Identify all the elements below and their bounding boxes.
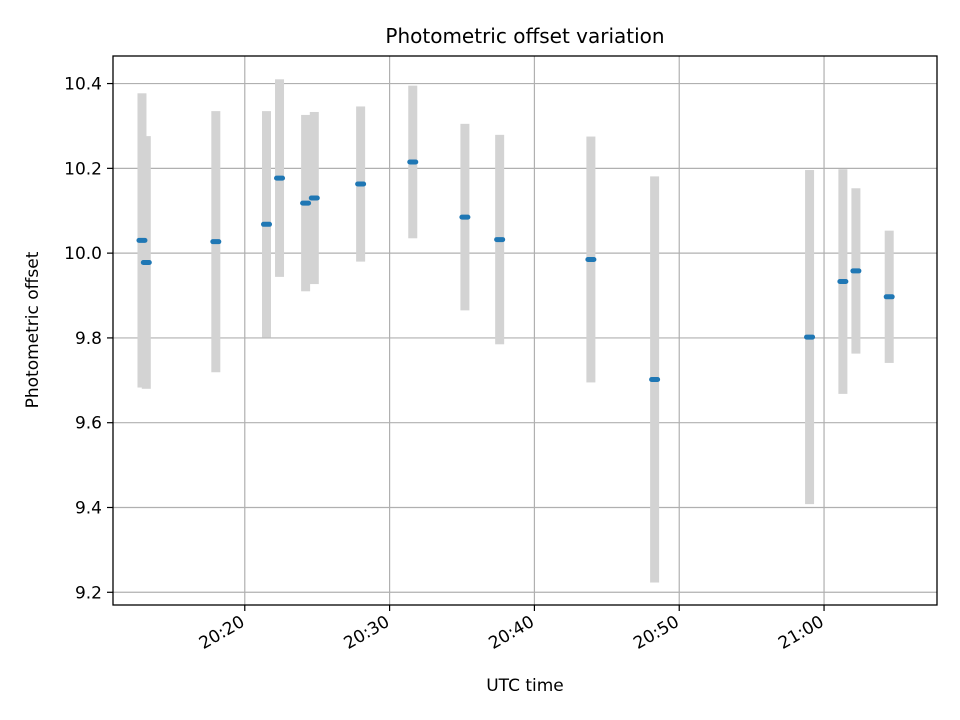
plot-frame bbox=[112, 55, 938, 606]
data-point bbox=[837, 279, 849, 285]
data-point bbox=[585, 256, 597, 262]
data-point bbox=[459, 214, 471, 220]
y-tick-label: 9.2 bbox=[75, 583, 102, 603]
chart-title: Photometric offset variation bbox=[385, 24, 664, 48]
data-point bbox=[804, 334, 816, 340]
y-tick-label: 9.4 bbox=[75, 498, 102, 518]
data-points bbox=[136, 159, 895, 382]
data-point bbox=[300, 200, 312, 206]
grid bbox=[113, 56, 937, 605]
data-point bbox=[261, 221, 273, 227]
data-point bbox=[883, 294, 895, 300]
y-tick-label: 9.6 bbox=[75, 414, 102, 434]
data-point bbox=[407, 159, 419, 165]
y-tick-label: 10.2 bbox=[64, 159, 102, 179]
data-point bbox=[649, 376, 661, 382]
data-point bbox=[274, 175, 286, 181]
data-point bbox=[140, 259, 152, 265]
y-tick-label: 10.0 bbox=[64, 244, 102, 264]
y-tick-label: 10.4 bbox=[64, 75, 102, 95]
data-point bbox=[210, 239, 222, 245]
y-tick-label: 9.8 bbox=[75, 329, 102, 349]
y-axis: 9.2 9.4 9.6 9.8 10.0 10.2 10.4 bbox=[64, 75, 113, 603]
data-point bbox=[136, 237, 148, 243]
x-axis-label: UTC time bbox=[486, 676, 564, 696]
data-point bbox=[355, 181, 367, 187]
data-point bbox=[308, 195, 320, 201]
y-axis-label: Photometric offset bbox=[23, 251, 43, 408]
data-point bbox=[850, 268, 862, 274]
data-point bbox=[494, 237, 506, 243]
